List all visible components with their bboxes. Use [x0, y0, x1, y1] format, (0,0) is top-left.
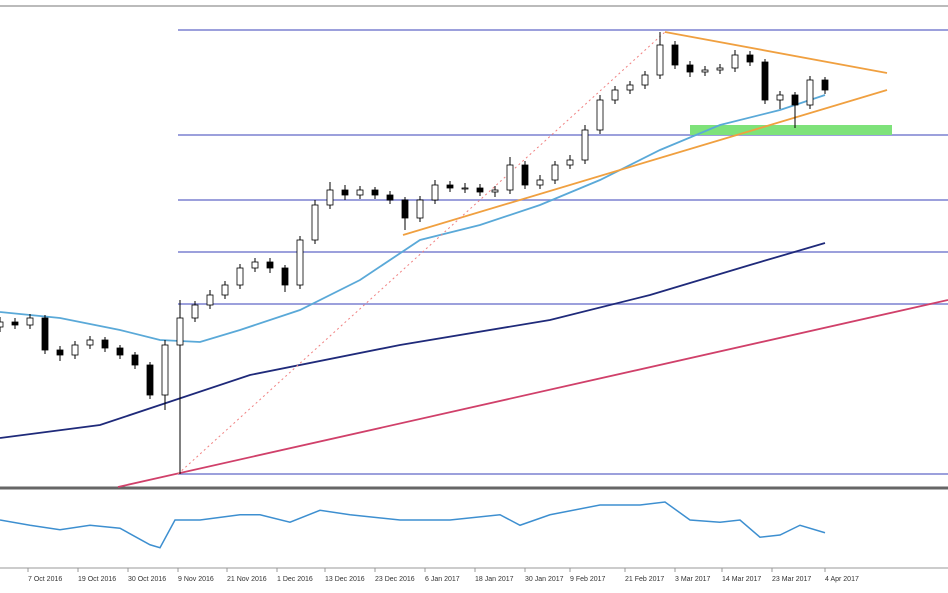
candle-body [86, 339, 94, 346]
candle-body [536, 179, 544, 186]
overlay-line [117, 299, 948, 488]
x-tick-label: 1 Dec 2016 [277, 576, 313, 583]
candle-body [446, 184, 454, 189]
x-tick-label: 18 Jan 2017 [475, 576, 514, 583]
candle-body [0, 321, 4, 328]
candle-body [236, 267, 244, 286]
candle-body [71, 344, 79, 356]
candle-body [251, 261, 259, 269]
x-tick-label: 7 Oct 2016 [28, 576, 62, 583]
candle-body [731, 54, 739, 69]
x-tick-label: 21 Feb 2017 [625, 576, 664, 583]
candle-body [191, 304, 199, 319]
candle-body [566, 159, 574, 166]
overlay-line [664, 31, 888, 74]
candle-body [356, 189, 364, 196]
candle-body [611, 89, 619, 101]
candle-body [506, 164, 514, 191]
candle-body [101, 339, 109, 349]
candle-body [596, 99, 604, 131]
candle-body [701, 69, 709, 73]
x-tick-label: 23 Dec 2016 [375, 576, 415, 583]
candle-body [161, 344, 169, 396]
x-tick-label: 6 Jan 2017 [425, 576, 460, 583]
candle-body [296, 239, 304, 286]
candle-body [266, 261, 274, 269]
candle-body [221, 284, 229, 296]
x-tick-label: 9 Nov 2016 [178, 576, 214, 583]
candle-body [26, 317, 34, 326]
overlay-line [0, 94, 826, 343]
candle-body [371, 189, 379, 196]
x-tick-label: 23 Mar 2017 [772, 576, 811, 583]
candle-body [11, 321, 19, 326]
overlay-line [0, 242, 826, 439]
x-tick-label: 21 Nov 2016 [227, 576, 267, 583]
candle-body [146, 364, 154, 396]
candle-body [476, 187, 484, 193]
candle-body [686, 64, 694, 73]
candle-body [716, 67, 724, 71]
candle-body [461, 187, 469, 190]
x-tick-label: 13 Dec 2016 [325, 576, 365, 583]
overlay-line [402, 89, 888, 236]
x-tick-label: 19 Oct 2016 [78, 576, 116, 583]
candle-body [806, 79, 814, 106]
candle-body [341, 189, 349, 196]
candle-body [206, 294, 214, 306]
candle-body [176, 317, 184, 346]
candle-body [386, 194, 394, 201]
candle-body [821, 79, 829, 91]
candle-body [416, 199, 424, 219]
candle-body [311, 204, 319, 241]
candle-body [581, 129, 589, 161]
candle-body [791, 94, 799, 106]
candle-body [761, 61, 769, 101]
x-tick-label: 3 Mar 2017 [675, 576, 711, 583]
candle-body [626, 84, 634, 91]
candle-body [776, 94, 784, 101]
candle-body [116, 347, 124, 356]
candle-body [56, 349, 64, 356]
x-tick-label: 4 Apr 2017 [825, 576, 859, 583]
candle-body [551, 164, 559, 181]
candle-body [641, 74, 649, 86]
x-tick-label: 30 Oct 2016 [128, 576, 166, 583]
candle-body [656, 44, 664, 76]
candle-body [521, 164, 529, 186]
candle-body [326, 189, 334, 206]
support-zone [690, 125, 892, 135]
candle-body [746, 54, 754, 63]
candle-body [431, 184, 439, 201]
candle-body [281, 267, 289, 286]
candle-body [131, 354, 139, 366]
candle-body [671, 44, 679, 66]
x-tick-label: 30 Jan 2017 [525, 576, 564, 583]
candle-body [401, 199, 409, 219]
x-tick-label: 9 Feb 2017 [570, 576, 606, 583]
oscillator-line [0, 501, 826, 549]
x-tick-label: 14 Mar 2017 [722, 576, 761, 583]
candle-body [491, 189, 499, 193]
candle-body [41, 317, 49, 351]
